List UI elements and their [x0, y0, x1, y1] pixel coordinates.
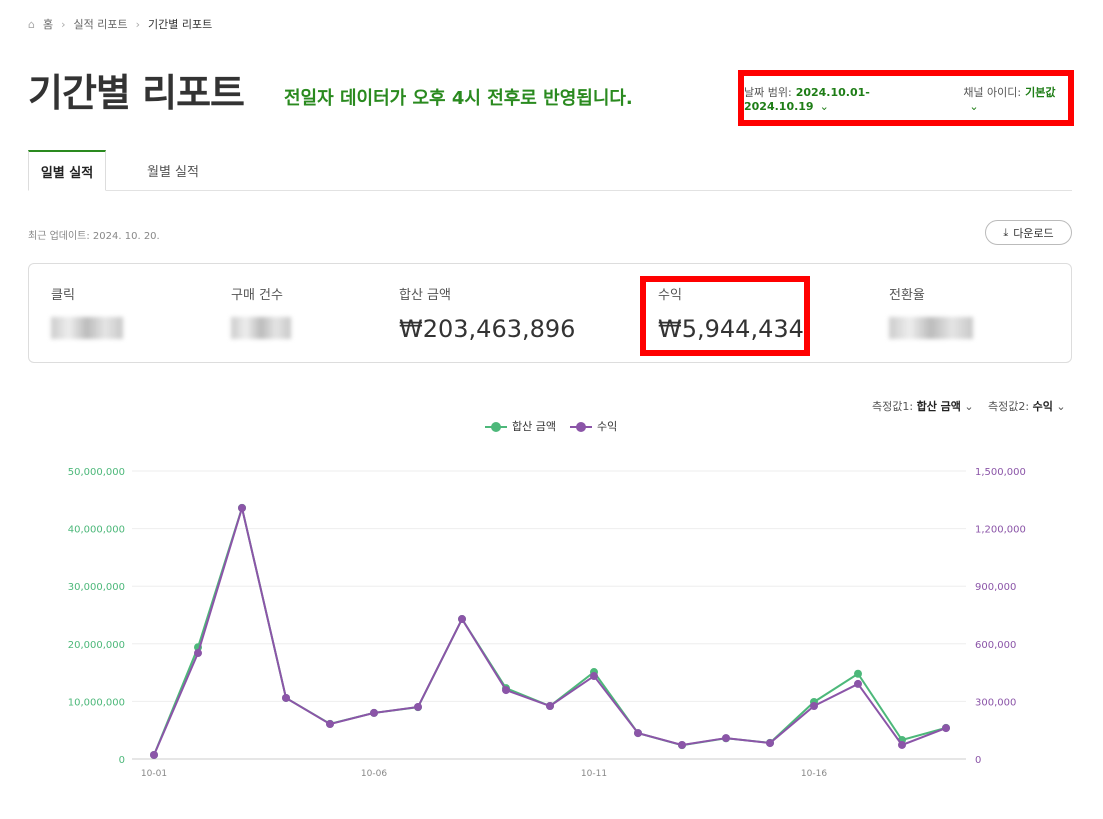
y-left-tick-label: 10,000,000 [68, 697, 125, 708]
data-point [282, 693, 290, 702]
metric-value: ₩5,944,434 [658, 315, 804, 343]
data-point [590, 672, 598, 681]
metric-value: ₩203,463,896 [399, 315, 576, 343]
metric-label: 구매 건수 [231, 288, 283, 303]
metric-label: 클릭 [51, 288, 75, 303]
metric-label: 수익 [658, 288, 682, 303]
x-tick-label: 10-01 [141, 769, 167, 779]
data-point [854, 669, 862, 678]
chevron-down-icon: ⌄ [819, 99, 829, 113]
data-point [194, 649, 202, 658]
last-update: 최근 업데이트: 2024. 10. 20. [28, 231, 160, 242]
chevron-down-icon: ⌄ [969, 99, 979, 113]
data-point [766, 739, 774, 748]
metric-total-amount: 합산 금액 ₩203,463,896 [399, 284, 575, 343]
blurred-value [889, 317, 973, 339]
legend-swatch [569, 422, 592, 432]
legend-label: 합산 금액 [512, 420, 556, 433]
y-right-tick-label: 600,000 [975, 640, 1016, 651]
data-point [898, 740, 906, 749]
data-point [722, 734, 730, 743]
breadcrumb-item[interactable]: 실적 리포트 [73, 18, 128, 31]
chart-legend: 합산 금액 수익 [485, 418, 617, 434]
date-range-value: 2024.10.01-2024.10.19 [744, 85, 870, 113]
metric-label: 합산 금액 [399, 288, 451, 303]
y-left-tick-label: 50,000,000 [68, 467, 125, 478]
y-right-tick-label: 900,000 [975, 582, 1016, 593]
measure1-value: 합산 금액 [916, 400, 961, 413]
y-left-tick-label: 20,000,000 [68, 640, 125, 651]
data-point [150, 750, 158, 759]
data-point [678, 740, 686, 749]
breadcrumb-current: 기간별 리포트 [148, 18, 213, 31]
download-icon: ⤓ [1003, 225, 1009, 239]
measure1-select[interactable]: 측정값1: 합산 금액 ⌄ [872, 400, 974, 413]
breadcrumb-home[interactable]: 홈 [42, 18, 54, 31]
series-line-1 [153, 504, 947, 756]
data-point [634, 729, 642, 738]
measure2-value: 수익 [1032, 400, 1053, 413]
data-point [326, 720, 334, 729]
y-right-tick-label: 1,500,000 [975, 467, 1026, 478]
y-left-tick-label: 0 [119, 755, 125, 766]
download-label: 다운로드 [1013, 226, 1054, 240]
data-point [942, 724, 950, 733]
series-line-2 [153, 504, 947, 756]
data-point [414, 702, 422, 711]
y-left-tick-label: 30,000,000 [68, 582, 125, 593]
data-point [546, 702, 554, 711]
home-icon[interactable]: ⌂ [28, 17, 35, 31]
highlight-box [640, 276, 810, 356]
download-button[interactable]: ⤓ 다운로드 [985, 220, 1072, 245]
metric-clicks: 클릭 [51, 284, 123, 343]
tab-monthly[interactable]: 월별 실적 [147, 165, 199, 180]
breadcrumb: ⌂ 홈 › 실적 리포트 › 기간별 리포트 [28, 16, 212, 32]
measure2-label: 측정값2: [988, 400, 1030, 413]
y-left-tick-label: 40,000,000 [68, 525, 125, 536]
chevron-right-icon: › [135, 17, 141, 31]
y-right-tick-label: 1,200,000 [975, 525, 1026, 536]
x-tick-label: 10-16 [801, 769, 827, 779]
channel-select[interactable]: 채널 아이디: 기본값 ⌄ [963, 84, 1068, 113]
channel-label: 채널 아이디: [963, 85, 1022, 99]
metric-conversion: 전환율 [889, 284, 973, 343]
page-title: 기간별 리포트 [28, 71, 245, 115]
date-range-select[interactable]: 날짜 범위: 2024.10.01-2024.10.19 ⌄ [744, 84, 949, 113]
legend-label: 수익 [596, 420, 618, 433]
x-tick-label: 10-11 [581, 769, 607, 779]
y-right-tick-label: 0 [975, 755, 981, 766]
metrics-panel: 클릭 구매 건수 합산 금액 ₩203,463,896 수익 ₩5,944,434 … [28, 263, 1072, 363]
data-point [238, 504, 246, 513]
blurred-value [231, 317, 291, 339]
legend-item-revenue[interactable]: 수익 [569, 418, 618, 434]
measure1-label: 측정값1: [872, 400, 914, 413]
data-point [810, 702, 818, 711]
filter-bar: 날짜 범위: 2024.10.01-2024.10.19 ⌄ 채널 아이디: 기본값⌄ [738, 70, 1074, 126]
channel-value: 기본값 [1025, 85, 1056, 99]
metric-purchases: 구매 건수 [231, 284, 291, 343]
data-notice: 전일자 데이터가 오후 4시 전후로 반영됩니다. [284, 88, 633, 109]
y-right-tick-label: 300,000 [975, 697, 1016, 708]
chevron-right-icon: › [61, 17, 66, 31]
legend-swatch [485, 422, 507, 432]
tab-daily[interactable]: 일별 실적 [28, 150, 106, 191]
data-point [854, 679, 862, 688]
data-point [370, 708, 378, 717]
legend-item-amount[interactable]: 합산 금액 [485, 418, 556, 434]
x-tick-label: 10-06 [361, 769, 387, 779]
date-range-label: 날짜 범위: [744, 85, 792, 99]
metric-revenue: 수익 ₩5,944,434 [658, 284, 804, 343]
tab-bar: 일별 실적 월별 실적 [28, 150, 1072, 191]
data-point [502, 686, 510, 695]
metric-label: 전환율 [889, 288, 925, 303]
data-point [458, 615, 466, 624]
measure2-select[interactable]: 측정값2: 수익 ⌄ [988, 400, 1066, 413]
blurred-value [51, 317, 123, 339]
